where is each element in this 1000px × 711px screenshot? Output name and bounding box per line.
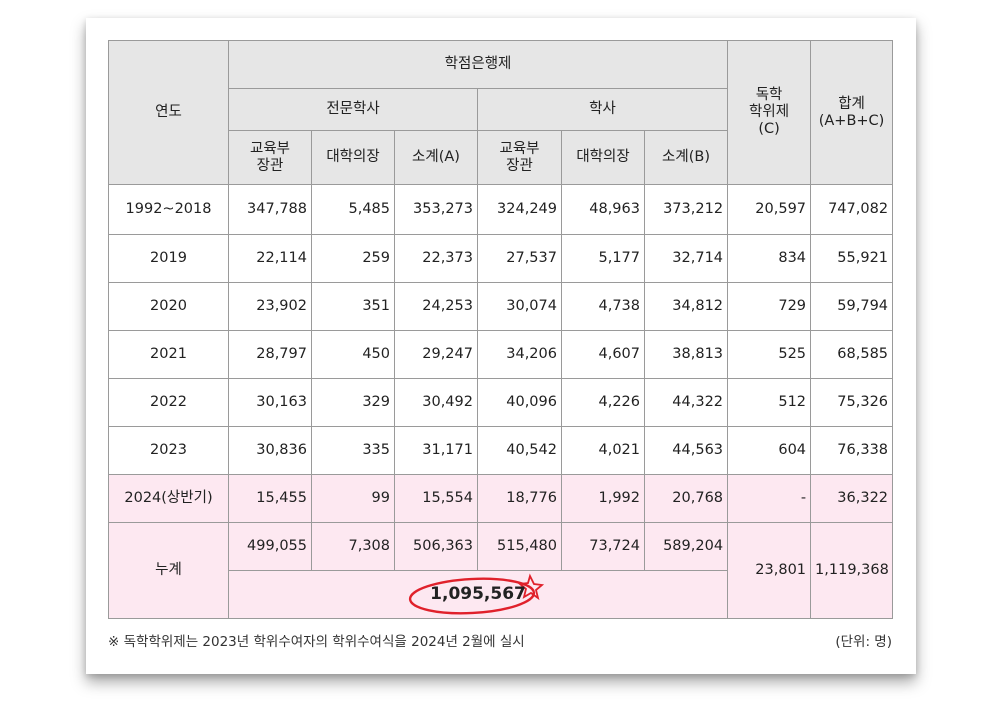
cell-year: 1992~2018 [108,184,229,235]
cell-b-subtotal: 44,563 [643,426,729,475]
table-row: 2022 30,163 329 30,492 40,096 4,226 44,3… [108,378,894,427]
cell-c: 525 [727,330,812,379]
cell-b-subtotal: 38,813 [643,330,729,379]
header-bachelor: 학사 [476,88,729,131]
cell-b1: 18,776 [477,474,562,523]
cell-b1: 30,074 [477,282,562,331]
header-b-minister: 교육부 장관 [477,130,562,185]
cell-b-subtotal: 32,714 [643,234,729,283]
footnote: ※ 독학학위제는 2023년 학위수여자의 학위수여식을 2024년 2월에 실… [108,634,525,650]
cell-credit-bank-total: 1,095,567 [227,570,729,619]
cell-a1: 15,455 [228,474,312,523]
cell-total: 55,921 [810,234,894,283]
cell-a1: 30,163 [228,378,312,427]
cell-year: 2022 [108,378,229,427]
header-a-subtotal: 소계(A) [394,130,478,185]
cell-total: 76,338 [810,426,894,475]
cell-b2: 48,963 [561,184,645,235]
cell-b-subtotal: 44,322 [643,378,729,427]
cell-b2: 4,226 [561,378,645,427]
header-b-subtotal: 소계(B) [643,130,729,185]
cell-a-subtotal: 31,171 [394,426,478,475]
cell-a-subtotal: 30,492 [394,378,478,427]
cell-b1: 27,537 [477,234,562,283]
header-credit-bank: 학점은행제 [227,40,729,89]
cell-b1: 34,206 [477,330,562,379]
cell-c: 512 [727,378,812,427]
table-row: 2021 28,797 450 29,247 34,206 4,607 38,8… [108,330,894,379]
cell-b2: 1,992 [561,474,645,523]
table-row-highlight: 2024(상반기) 15,455 99 15,554 18,776 1,992 … [108,474,894,523]
cell-a2: 351 [311,282,395,331]
cell-b2: 4,021 [561,426,645,475]
cell-total: 75,326 [810,378,894,427]
cell-b1: 40,096 [477,378,562,427]
cumulative-row: 누계 499,055 7,308 506,363 515,480 73,724 … [108,522,894,619]
cell-a-subtotal: 22,373 [394,234,478,283]
unit-label: (단위: 명) [835,634,892,650]
cell-total: 68,585 [810,330,894,379]
cell-b1: 515,480 [477,522,562,571]
cell-c: - [727,474,812,523]
cell-cumulative-label: 누계 [108,522,229,619]
circled-total: 1,095,567 [409,573,545,615]
cell-total: 747,082 [810,184,894,235]
cell-a2: 259 [311,234,395,283]
table-row: 2023 30,836 335 31,171 40,542 4,021 44,5… [108,426,894,475]
cell-a-subtotal: 29,247 [394,330,478,379]
cell-b-subtotal: 373,212 [643,184,729,235]
cell-a2: 99 [311,474,395,523]
cell-year: 2019 [108,234,229,283]
table-card: 연도 학점은행제 독학 학위제 (C) 합계 (A+B+C) 전문학사 학사 교… [86,18,916,674]
cell-a-subtotal: 15,554 [394,474,478,523]
cell-a1: 23,902 [228,282,312,331]
cell-a2: 335 [311,426,395,475]
cell-a1: 28,797 [228,330,312,379]
cell-total: 36,322 [810,474,894,523]
cell-c: 20,597 [727,184,812,235]
cell-c: 604 [727,426,812,475]
cell-a1: 30,836 [228,426,312,475]
cell-a-subtotal: 506,363 [394,522,478,571]
cell-c: 23,801 [727,522,812,619]
cell-total: 1,119,368 [810,522,894,619]
header-b-president: 대학의장 [561,130,645,185]
cell-a2: 329 [311,378,395,427]
cell-a1: 347,788 [228,184,312,235]
table-row: 2020 23,902 351 24,253 30,074 4,738 34,8… [108,282,894,331]
cell-a2: 5,485 [311,184,395,235]
cumulative-row-total: 1,095,567 [109,570,893,619]
cell-year: 2024(상반기) [108,474,229,523]
cell-b-subtotal: 589,204 [643,522,729,571]
degree-statistics-table: 연도 학점은행제 독학 학위제 (C) 합계 (A+B+C) 전문학사 학사 교… [108,40,894,619]
cell-b2: 5,177 [561,234,645,283]
table-row: 2019 22,114 259 22,373 27,537 5,177 32,7… [108,234,894,283]
cell-year: 2021 [108,330,229,379]
header-self-study: 독학 학위제 (C) [727,40,812,185]
cell-a1: 22,114 [228,234,312,283]
header-associate: 전문학사 [228,88,478,131]
cell-b-subtotal: 20,768 [643,474,729,523]
header-a-president: 대학의장 [311,130,395,185]
header-total: 합계 (A+B+C) [810,40,894,185]
header-year: 연도 [108,40,229,185]
cell-total: 59,794 [810,282,894,331]
cell-b2: 4,607 [561,330,645,379]
cell-b-subtotal: 34,812 [643,282,729,331]
cell-a-subtotal: 24,253 [394,282,478,331]
header-a-minister: 교육부 장관 [228,130,312,185]
table-row: 1992~2018 347,788 5,485 353,273 324,249 … [108,184,894,235]
cell-a-subtotal: 353,273 [394,184,478,235]
cell-a2: 7,308 [311,522,395,571]
cell-b2: 73,724 [561,522,645,571]
cell-c: 729 [727,282,812,331]
cell-year: 2023 [108,426,229,475]
cell-year: 2020 [108,282,229,331]
cell-b2: 4,738 [561,282,645,331]
cell-c: 834 [727,234,812,283]
cell-a1: 499,055 [228,522,312,571]
cell-b1: 324,249 [477,184,562,235]
cell-b1: 40,542 [477,426,562,475]
cell-a2: 450 [311,330,395,379]
